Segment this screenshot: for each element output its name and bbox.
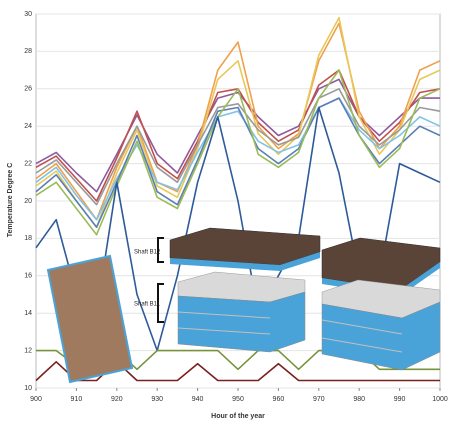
series-line [36, 89, 440, 205]
y-tick-label: 30 [24, 11, 32, 18]
series-line [36, 98, 440, 227]
stack-side [178, 292, 305, 352]
series-line [36, 70, 440, 235]
x-axis-title: Hour of the year [211, 413, 265, 420]
x-tick-label: 910 [71, 396, 83, 403]
x-tick-label: 1000 [432, 396, 448, 403]
x-tick-label: 980 [353, 396, 365, 403]
x-tick-label: 990 [394, 396, 406, 403]
y-tick-label: 24 [24, 123, 32, 130]
x-tick-label: 900 [30, 396, 42, 403]
y-axis-title: Temperature Degree C [7, 163, 14, 238]
y-tick-label: 20 [24, 198, 32, 205]
chart: Hour of the year Temperature Degree C 10… [0, 0, 463, 430]
annotation: Shaft B11 [134, 302, 161, 308]
y-tick-label: 14 [24, 310, 32, 317]
y-tick-label: 16 [24, 273, 32, 280]
panel-illustration [48, 256, 132, 382]
y-tick-label: 26 [24, 86, 32, 93]
x-tick-label: 960 [273, 396, 285, 403]
y-tick-label: 10 [24, 385, 32, 392]
series-line [36, 18, 440, 228]
y-tick-label: 12 [24, 347, 32, 354]
y-tick-label: 28 [24, 48, 32, 55]
y-tick-label: 22 [24, 160, 32, 167]
x-tick-label: 970 [313, 396, 325, 403]
annotation: Shaft B12 [134, 250, 161, 256]
x-tick-label: 920 [111, 396, 123, 403]
y-tick-label: 18 [24, 235, 32, 242]
series-line [36, 79, 440, 191]
x-tick-label: 950 [232, 396, 244, 403]
x-tick-label: 930 [151, 396, 163, 403]
x-tick-label: 940 [192, 396, 204, 403]
